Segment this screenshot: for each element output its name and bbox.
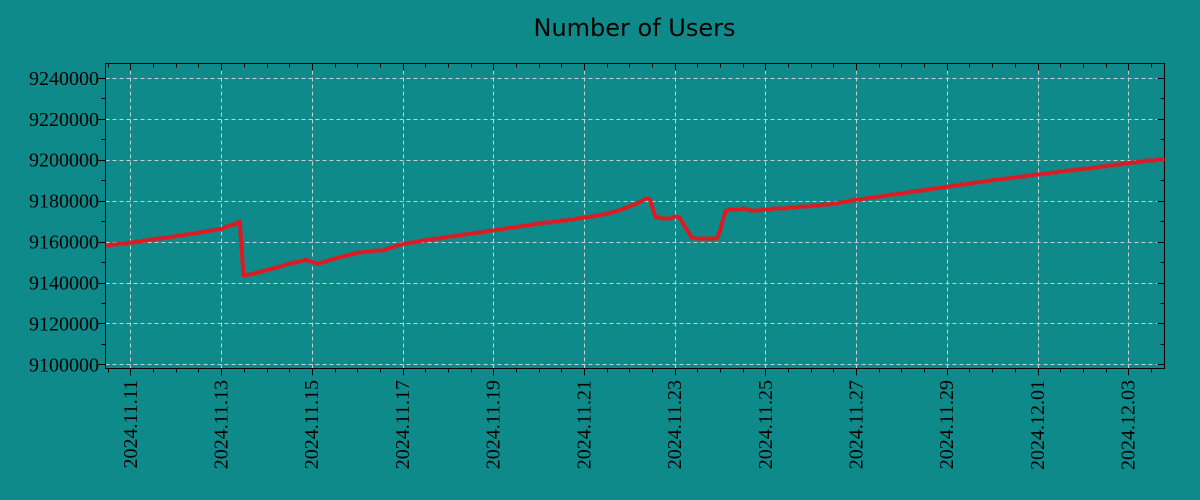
y-tick-label: 9220000 — [29, 109, 99, 131]
y-tick-label: 9160000 — [29, 232, 99, 254]
x-tick-label: 2024.11.15 — [301, 380, 323, 469]
x-tick-label: 2024.11.21 — [573, 380, 595, 469]
x-tick-label: 2024.11.23 — [664, 380, 686, 469]
x-tick-label: 2024.11.25 — [755, 380, 777, 469]
x-tick-label: 2024.11.19 — [483, 380, 505, 469]
x-tick-label: 2024.11.11 — [120, 380, 142, 469]
x-tick-label: 2024.11.17 — [392, 380, 414, 469]
y-tick-label: 9180000 — [29, 191, 99, 213]
y-tick-label: 9140000 — [29, 273, 99, 295]
x-tick-label: 2024.11.27 — [845, 380, 867, 469]
y-tick-label: 9240000 — [29, 68, 99, 90]
chart-title: Number of Users — [533, 14, 736, 42]
x-tick-label: 2024.12.03 — [1118, 380, 1140, 470]
y-tick-label: 9200000 — [29, 150, 99, 172]
y-tick-label: 9100000 — [29, 354, 99, 376]
series-line-users — [105, 157, 1165, 278]
x-tick-label: 2024.12.01 — [1027, 380, 1049, 470]
x-tick-label: 2024.11.29 — [936, 380, 958, 469]
plot-border — [105, 63, 1165, 369]
x-tick-label: 2024.11.13 — [211, 380, 233, 469]
y-tick-label: 9120000 — [29, 313, 99, 335]
